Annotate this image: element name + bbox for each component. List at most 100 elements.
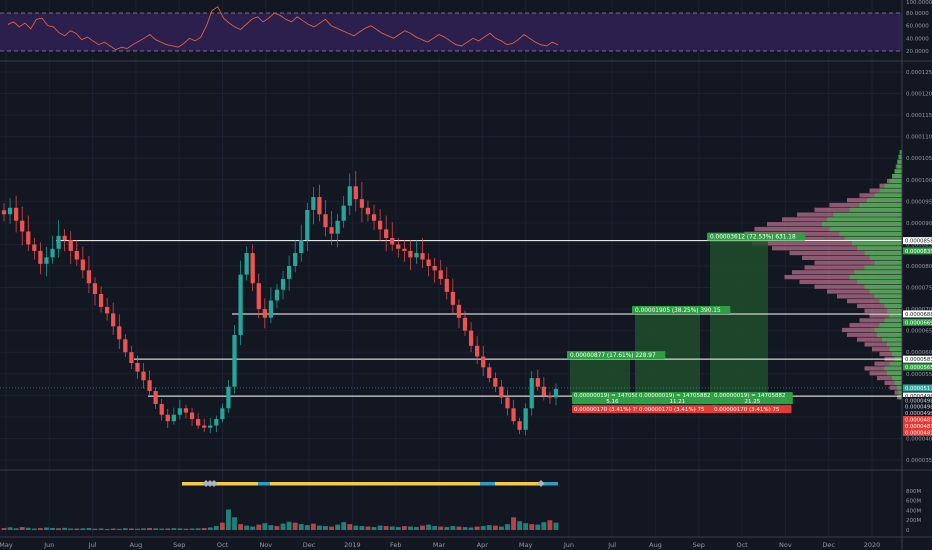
volume-bar (135, 528, 140, 530)
volume-bar (456, 526, 462, 530)
volume-bar (377, 525, 383, 530)
event-strip-segment[interactable] (316, 482, 480, 486)
event-strip-segment[interactable] (182, 482, 258, 486)
volume-profile-buy-bar (897, 159, 902, 164)
volume-profile-buy-bar (889, 361, 902, 366)
volume-bar (353, 525, 359, 530)
volume-bar (468, 527, 474, 530)
volume-bar (498, 526, 504, 530)
volume-profile-buy-bar (874, 260, 902, 265)
volume-bar (256, 524, 262, 530)
volume-bar (37, 528, 43, 530)
candle-body (171, 414, 176, 422)
candle-body (256, 283, 261, 310)
event-diamond-icon[interactable] (537, 479, 545, 488)
time-tick-label: Apr (477, 541, 489, 549)
candle-body (135, 363, 140, 372)
price-tick-label: 0.00003500 (906, 458, 932, 464)
volume-profile-sell-bar (864, 366, 902, 371)
event-strip-segment[interactable] (540, 482, 558, 486)
volume-profile-buy-bar (889, 313, 902, 318)
event-diamond-icon[interactable] (210, 479, 218, 488)
projection-target-label: 0.00001905 (38.25%) 390.15 (635, 308, 721, 314)
volume-bar (171, 528, 177, 530)
candle-body (347, 186, 352, 206)
price-panel[interactable]: 0.00000877 (17.61%) 228.97 0.00000019) = … (0, 150, 932, 471)
volume-bar (371, 527, 377, 530)
volume-bar (7, 527, 13, 530)
projection-target-zone[interactable] (710, 240, 768, 397)
volume-bar (92, 528, 98, 530)
candle-body (117, 326, 122, 340)
candle-body (111, 313, 116, 327)
volume-profile-sell-bar (799, 279, 902, 285)
price-tick-label: 0.00010000 (906, 178, 932, 184)
volume-bar (414, 527, 419, 530)
candle-body (462, 317, 468, 331)
candle-body (293, 253, 298, 266)
candle-body (377, 220, 383, 230)
candle-body (468, 330, 474, 346)
volume-profile-buy-bar (874, 294, 902, 299)
candle-body (311, 197, 316, 210)
candle-body (402, 248, 407, 251)
price-marker-bg (903, 415, 932, 423)
price-marker-label: 0.00005839 (905, 357, 932, 363)
projection-target-zone[interactable] (570, 359, 630, 397)
volume-bar (280, 523, 286, 530)
volume-bar (62, 527, 68, 530)
volume-bar (341, 522, 347, 530)
candle-body (359, 199, 365, 208)
candle-body (365, 207, 371, 215)
volume-profile-buy-bar (827, 217, 902, 222)
time-tick-label: Jun (43, 541, 54, 549)
price-tick-label: 0.00011000 (906, 135, 932, 141)
rsi-panel[interactable] (0, 6, 932, 62)
volume-profile-buy-bar (864, 250, 902, 256)
projection-stop-label: 0.00000170 (3.41%) 75 (639, 407, 705, 413)
candle-body (299, 240, 304, 254)
event-strip-segment[interactable] (270, 482, 316, 486)
price-marker-bg (903, 237, 932, 245)
candle-body (414, 253, 419, 258)
candle-body (98, 294, 104, 307)
price-marker-bg (903, 363, 932, 371)
candle-body (244, 253, 249, 275)
event-diamond-icon[interactable] (206, 479, 214, 488)
volume-bar (474, 526, 480, 530)
volume-profile-sell-bar (842, 327, 902, 333)
volume-bar (68, 528, 74, 530)
volume-profile-sell-bar (889, 385, 902, 390)
candle-body (305, 209, 310, 241)
volume-panel[interactable] (0, 479, 932, 538)
event-diamond-icon[interactable] (202, 479, 210, 488)
event-strip-segment[interactable] (258, 482, 270, 486)
volume-bar (323, 526, 328, 530)
volume-bar (1, 528, 7, 530)
candle-body (104, 306, 110, 314)
projection-target-label-bg (707, 232, 806, 241)
price-marker-bg (903, 409, 932, 417)
volume-bars (1, 509, 559, 530)
volume-bar (201, 528, 207, 530)
projection-target-label: 0.00000877 (17.61%) 228.97 (570, 353, 656, 359)
volume-bar (450, 526, 456, 530)
volume-profile-buy-bar (882, 337, 902, 342)
volume-profile-buy-bar (849, 207, 902, 212)
event-strip-segment[interactable] (495, 482, 540, 486)
candle-body (38, 250, 43, 264)
candle-body (189, 412, 195, 420)
volume-profile-buy-bar (852, 241, 902, 246)
candle-body (432, 266, 437, 271)
projection-entry-label-bg (712, 392, 793, 405)
price-tick-label: 0.00011500 (906, 113, 932, 119)
event-strip-segment[interactable] (480, 482, 495, 486)
candlesticks (1, 170, 559, 436)
volume-profile-buy-bar (887, 342, 902, 347)
volume-profile-buy-bar (829, 226, 902, 232)
price-tick-label: 0.00004000 (906, 436, 932, 442)
event-strip[interactable] (182, 479, 558, 488)
candle-body (62, 235, 67, 241)
projection-entry-label: 0.00000019) = 14705882 (639, 393, 711, 399)
